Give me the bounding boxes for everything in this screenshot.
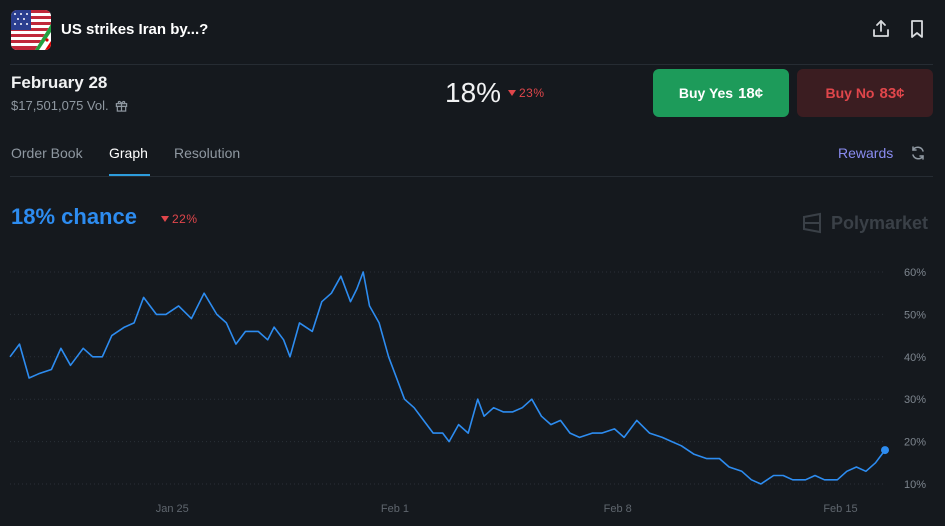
share-icon[interactable] [870,18,892,40]
y-tick-label: 50% [904,309,926,321]
y-tick-label: 40% [904,352,926,364]
x-tick-label: Jan 25 [156,503,189,515]
chart-change: 22% [161,212,198,226]
y-tick-label: 60% [904,267,926,279]
market-change: 23% [508,86,545,100]
rewards-link[interactable]: Rewards [838,145,894,161]
watermark-text: Polymarket [831,212,929,233]
buy-yes-label: Buy Yes [678,85,734,101]
series-end-point [881,446,889,455]
down-triangle-icon [161,216,169,222]
buy-no-button[interactable]: Buy No 83¢ [797,69,933,117]
tabs-divider [10,176,933,177]
x-tick-label: Feb 15 [823,503,857,515]
buy-yes-button[interactable]: Buy Yes 18¢ [653,69,789,117]
buy-yes-price: 18¢ [738,84,764,102]
bookmark-icon[interactable] [906,18,928,40]
market-change-value: 23% [519,86,545,100]
series-line [9,271,886,485]
gift-icon [115,100,127,112]
x-tick-label: Feb 1 [381,503,409,515]
chart-chance: 18% chance [11,204,137,229]
polymarket-watermark: Polymarket [801,212,928,234]
refresh-icon[interactable] [910,145,926,161]
buy-no-price: 83¢ [879,84,905,102]
tab-graph[interactable]: Graph [109,145,148,161]
polymarket-logo-icon [803,212,821,234]
market-probability: 18% [445,77,502,108]
tab-resolution[interactable]: Resolution [174,145,241,161]
y-tick-label: 20% [904,437,926,449]
tab-order-book[interactable]: Order Book [11,145,83,161]
market-header: US strikes Iran by...? [0,0,945,62]
active-tab-indicator [109,174,150,176]
probability-chart: 60% 50% 40% 30% 20% 10% Jan 25 Feb 1 Feb 8 Feb 1… [9,267,926,515]
down-triangle-icon [508,90,516,96]
buy-no-label: Buy No [825,85,875,101]
market-volume: $17,501,075 Vol. [11,98,128,113]
x-tick-label: Feb 8 [604,503,632,515]
us-iran-flag-icon [11,10,51,50]
volume-text: $17,501,075 Vol. [11,98,109,113]
market-date: February 28 [11,73,108,92]
chart-change-value: 22% [172,212,198,226]
y-tick-label: 30% [904,394,926,406]
header-divider [10,64,933,65]
market-title: US strikes Iran by...? [61,21,209,38]
y-tick-label: 10% [904,479,926,491]
